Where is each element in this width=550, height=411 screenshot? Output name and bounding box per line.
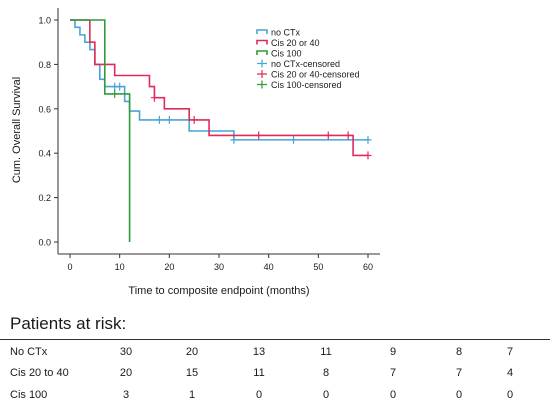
censor-mark-cis-20-40 xyxy=(364,151,372,160)
risk-count: 0 xyxy=(455,389,463,401)
risk-row-label: Cis 20 to 40 xyxy=(10,367,69,379)
y-axis-label: Cum. Overall Survival xyxy=(11,77,23,183)
legend-swatch xyxy=(256,39,268,45)
chart-axes: 0.0 0.2 0.4 0.6 0.8 1.0 0 10 20 30 40 50 60 xyxy=(38,8,380,272)
y-tick-label: 0.6 xyxy=(38,104,51,114)
series-no-ctx-line xyxy=(70,19,368,141)
risk-count: 0 xyxy=(255,389,263,401)
series-layer xyxy=(70,19,372,242)
censor-mark-cis-20-40 xyxy=(190,115,198,124)
risk-count: 15 xyxy=(185,367,199,379)
legend-swatch xyxy=(257,80,267,89)
risk-row-label: Cis 100 xyxy=(10,389,48,401)
censor-mark-no-ctx xyxy=(165,115,173,124)
censor-mark-cis-100 xyxy=(111,89,119,98)
x-tick-label: 10 xyxy=(115,262,125,272)
risk-count: 20 xyxy=(119,367,133,379)
risk-count: 8 xyxy=(455,346,463,358)
risk-row-cis-100: Cis 100 3 1 0 0 0 0 0 xyxy=(0,389,550,409)
risk-row-no-ctx: No CTx 30 20 13 11 9 8 7 xyxy=(0,346,550,366)
risk-count: 7 xyxy=(506,346,514,358)
y-tick-label: 1.0 xyxy=(38,16,51,26)
risk-count: 0 xyxy=(506,389,514,401)
risk-count: 30 xyxy=(119,346,133,358)
x-tick-label: 20 xyxy=(164,262,174,272)
x-tick-label: 40 xyxy=(264,262,274,272)
risk-count: 1 xyxy=(188,389,196,401)
risk-count: 9 xyxy=(389,346,397,358)
legend-swatch xyxy=(257,70,267,78)
y-tick-label: 0.2 xyxy=(38,193,51,203)
risk-count: 4 xyxy=(506,367,514,379)
legend-swatch xyxy=(256,50,268,55)
risk-count: 11 xyxy=(253,367,265,379)
censor-mark-no-ctx xyxy=(116,82,124,91)
censor-mark-no-ctx xyxy=(230,135,238,144)
series-cis-20-40-line xyxy=(70,19,368,157)
x-tick-label: 0 xyxy=(67,262,72,272)
censor-mark-no-ctx xyxy=(364,135,372,144)
legend-label: Cis 20 or 40 xyxy=(271,38,320,48)
legend-swatch xyxy=(257,59,267,68)
risk-count: 8 xyxy=(322,367,330,379)
legend-label: Cis 100-censored xyxy=(271,80,342,90)
risk-row-cis-20-40: Cis 20 to 40 20 15 11 8 7 7 4 xyxy=(0,367,550,387)
censor-mark-cis-20-40 xyxy=(255,131,263,140)
risk-count: 11 xyxy=(320,346,332,358)
legend-swatch xyxy=(256,29,268,34)
y-tick-label: 0.0 xyxy=(38,238,51,248)
risk-count: 7 xyxy=(455,367,463,379)
x-tick-label: 50 xyxy=(313,262,323,272)
km-chart: 0.00.20.40.60.81.00 10 20 30 40 50 60 no CTxCi… xyxy=(11,8,380,297)
censor-mark-cis-20-40 xyxy=(150,93,158,102)
legend-label: Cis 20 or 40-censored xyxy=(271,70,360,80)
censor-mark-cis-20-40 xyxy=(344,131,352,140)
censor-mark-no-ctx xyxy=(155,115,163,124)
x-tick-label: 60 xyxy=(363,262,373,272)
legend-label: Cis 100 xyxy=(271,49,302,59)
y-tick-label: 0.8 xyxy=(38,60,51,70)
x-axis-label: Time to composite endpoint (months) xyxy=(128,285,309,297)
censor-mark-cis-20-40 xyxy=(324,131,332,140)
risk-count: 7 xyxy=(389,367,397,379)
y-tick-label: 0.4 xyxy=(38,149,51,159)
risk-table-title: Patients at risk: xyxy=(10,314,127,333)
censor-mark-no-ctx xyxy=(290,135,297,144)
series-cis-100-line xyxy=(70,19,131,242)
risk-count: 13 xyxy=(252,346,266,358)
x-tick-label: 30 xyxy=(214,262,224,272)
risk-row-label: No CTx xyxy=(10,346,48,358)
risk-count: 0 xyxy=(322,389,330,401)
risk-count: 0 xyxy=(389,389,397,401)
risk-count: 20 xyxy=(185,346,199,358)
risk-count: 3 xyxy=(122,389,130,401)
legend-label: no CTx-censored xyxy=(271,59,340,69)
legend-label: no CTx xyxy=(271,28,301,38)
risk-table-divider xyxy=(0,339,550,340)
